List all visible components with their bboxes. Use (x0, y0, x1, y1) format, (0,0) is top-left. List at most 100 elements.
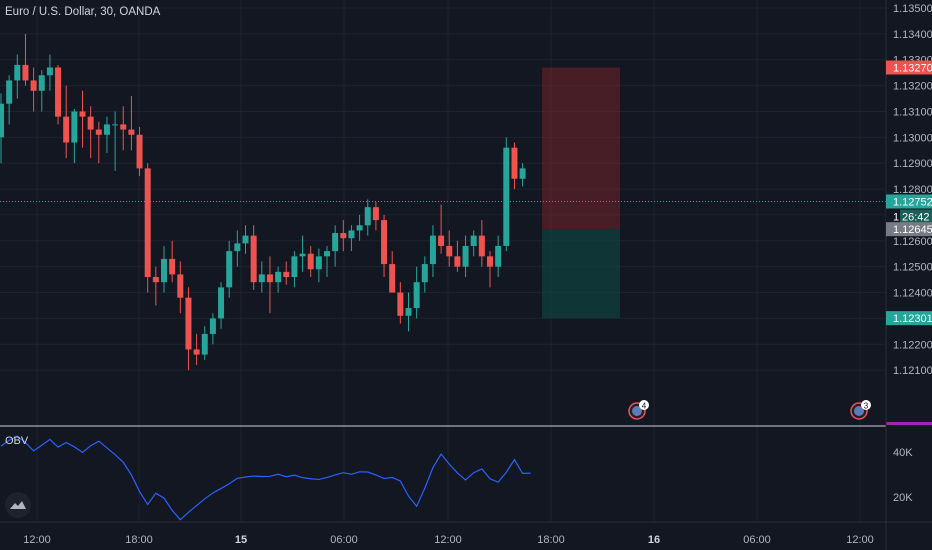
candle-body (30, 80, 37, 91)
last-price-tag: 1.12752 (886, 194, 932, 209)
candle-body (250, 235, 257, 283)
candle-body (14, 64, 21, 81)
candle-body (71, 111, 78, 143)
grid (0, 0, 886, 522)
candle-body (291, 256, 298, 278)
candle-body (242, 235, 249, 244)
candle-body (429, 235, 436, 265)
price-tick: 1.12800 (893, 184, 932, 196)
candle-body (381, 220, 388, 265)
candle-body (234, 243, 241, 252)
symbol-title: Euro / U.S. Dollar, 30, OANDA (5, 6, 161, 18)
event-count-badge (861, 400, 871, 410)
candle-body (152, 277, 159, 283)
candle-body (46, 67, 53, 76)
candle-body (185, 297, 192, 350)
event-flag-icon (854, 406, 864, 416)
candle-body (55, 67, 62, 117)
price-tick: 1.12500 (893, 262, 932, 274)
countdown-tag: 1 26:42 (886, 209, 932, 224)
obv-line (0, 435, 531, 521)
candle-body (405, 308, 412, 316)
candle-body (372, 207, 379, 221)
last-price-tag-text: 1.12752 (893, 196, 932, 208)
candle-body (136, 134, 143, 169)
candle-body (389, 264, 396, 293)
price-tick: 1.12200 (893, 339, 932, 351)
candle-body (177, 274, 184, 298)
price-tick: 1.12100 (893, 365, 932, 377)
candle-body (397, 292, 404, 316)
event-badge: 4 (628, 400, 649, 420)
countdown-box (900, 209, 932, 224)
price-tick: 1.12600 (893, 236, 932, 248)
candle-body (103, 124, 110, 135)
candle-body (275, 271, 282, 283)
candle-body (193, 349, 200, 355)
countdown-text: 26:42 (902, 211, 930, 223)
candle-body (63, 116, 70, 143)
candles (0, 33, 526, 371)
candle-body (478, 235, 485, 257)
time-tick: 06:00 (330, 534, 358, 546)
candle-body (454, 256, 461, 267)
time-tick: 12:00 (846, 534, 874, 546)
candle-body (38, 75, 45, 91)
candle-body (218, 287, 225, 319)
stop-price-tag-text: 1.13270 (893, 62, 932, 74)
price-tick: 1.12900 (893, 158, 932, 170)
candle-body (364, 207, 371, 226)
time-tick: 16 (648, 534, 660, 546)
candle-body (462, 245, 469, 267)
stop-price-tag-bg (886, 60, 932, 75)
time-tick: 18:00 (537, 534, 565, 546)
candle-body (169, 258, 176, 275)
time-tick: 18:00 (125, 534, 153, 546)
tradingview-logo-icon (10, 501, 26, 509)
candle-body (356, 225, 363, 231)
candle-body (307, 253, 314, 270)
price-tick: 1.13100 (893, 106, 932, 118)
candle-body (340, 233, 347, 239)
event-flag-icon (632, 406, 642, 416)
candle-body (495, 245, 502, 267)
candle-body (299, 253, 306, 257)
target-price-tag-bg (886, 311, 932, 326)
candle-body (161, 258, 167, 283)
candle-body (95, 129, 102, 135)
event-badge: 3 (850, 400, 871, 420)
entry-price-tag: 1.12645 (886, 222, 932, 237)
entry-price-tag-bg (886, 222, 932, 237)
candle-body (503, 147, 510, 246)
price-tick: 1.13400 (893, 29, 932, 41)
candle-body (446, 245, 453, 257)
tradingview-logo[interactable] (5, 492, 31, 518)
take-profit-zone (542, 229, 620, 319)
candle-body (209, 318, 216, 334)
candle-body (470, 235, 477, 246)
last-price-tag-bg (886, 194, 932, 209)
time-tick: 12:00 (434, 534, 462, 546)
price-tick: 1.13500 (893, 3, 932, 15)
candle-body (519, 168, 526, 179)
target-price-tag: 1.12301 (886, 311, 932, 326)
candle-body (283, 271, 290, 278)
candle-body (511, 147, 518, 179)
obv-tick: 20K (893, 492, 913, 504)
candle-body (120, 124, 127, 130)
candle-body (348, 230, 355, 239)
obv-indicator-title[interactable]: OBV (5, 435, 29, 447)
entry-price-tag-text: 1.12645 (893, 224, 932, 236)
candle-body (144, 168, 151, 278)
candle-body (421, 264, 428, 283)
event-count-badge (639, 400, 649, 410)
candle-body (315, 256, 322, 270)
candle-body (87, 116, 94, 130)
candle-body (226, 251, 233, 288)
price-tick: 1.13200 (893, 81, 932, 93)
target-price-tag-text: 1.12301 (893, 313, 932, 325)
candle-body (201, 333, 208, 355)
time-tick: 06:00 (743, 534, 771, 546)
time-tick: 12:00 (23, 534, 51, 546)
